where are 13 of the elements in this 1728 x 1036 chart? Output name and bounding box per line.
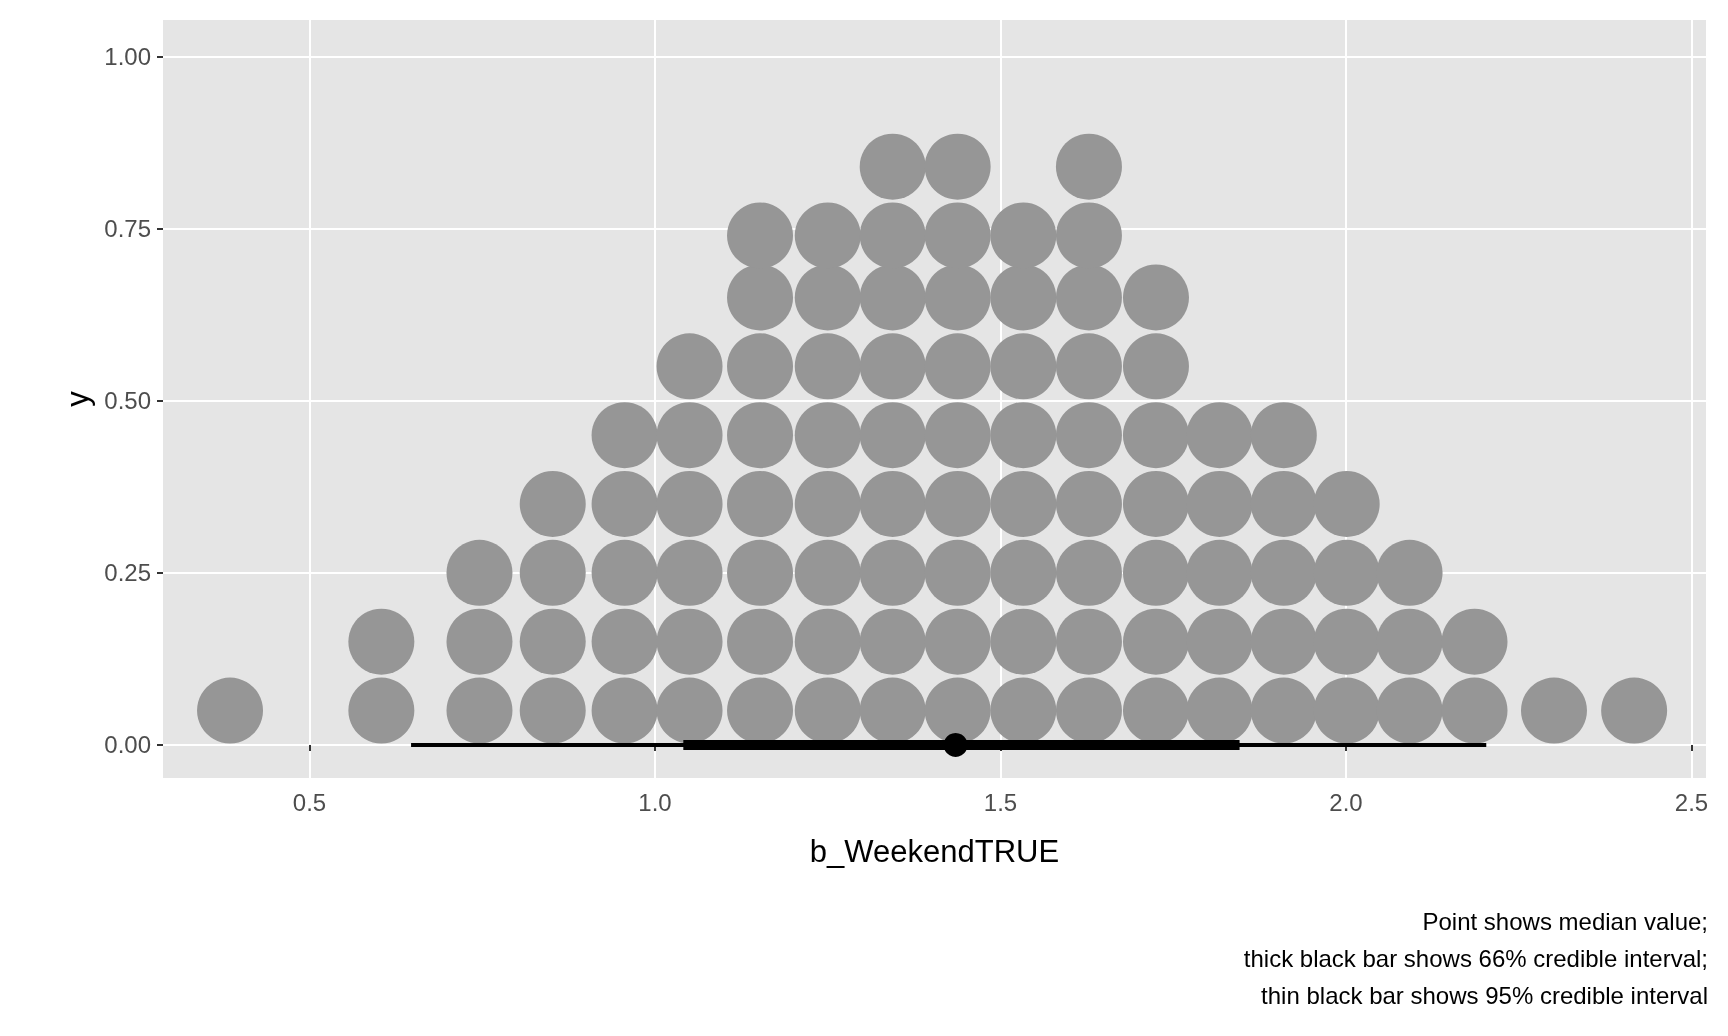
x-tick-label: 0.5: [292, 788, 327, 816]
x-tick-label: 1.5: [983, 788, 1018, 816]
x-tick-label: 2.5: [1674, 788, 1709, 816]
x-tick-label: 2.0: [1329, 788, 1363, 816]
y-tick-label: 1.00: [104, 42, 151, 70]
y-tick-label: 0.75: [104, 215, 151, 243]
text: Point shows median value; thick black bar shows 66% credible interval; thin black bar shows 95% credible interval: [1243, 908, 1708, 1009]
y-tick-label: 0.50: [104, 387, 151, 415]
y-tick-label: 0.00: [104, 731, 151, 759]
y-axis-title: y: [60, 390, 96, 407]
x-tick-label: 1.0: [638, 788, 672, 816]
x-axis-title: b_WeekendTRUE: [809, 834, 1060, 869]
y-tick-label: 0.25: [104, 559, 151, 587]
